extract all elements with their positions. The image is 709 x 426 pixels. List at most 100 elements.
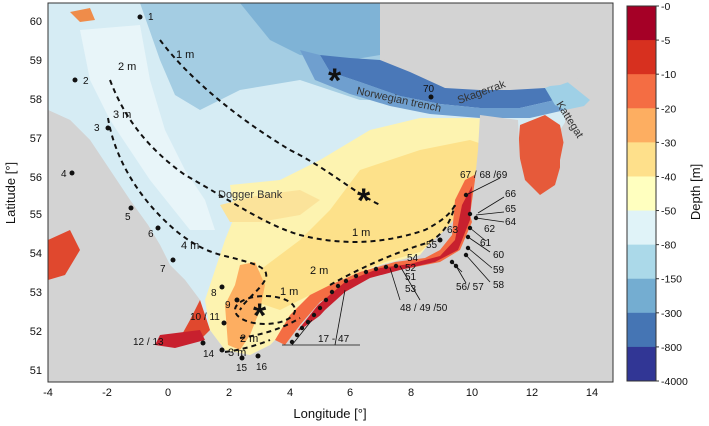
y-tick-label: 59	[30, 55, 42, 67]
station-label: 3	[94, 123, 100, 134]
station-marker	[323, 297, 329, 303]
colorbar-tick-label: -150	[661, 274, 682, 286]
colorbar-tick-label: -30	[661, 137, 676, 149]
x-tick-label: 4	[287, 387, 293, 399]
uk-coast-red	[180, 300, 210, 340]
station-marker	[463, 252, 469, 258]
station-marker	[428, 94, 434, 100]
station-marker	[72, 77, 78, 83]
station-marker	[465, 245, 471, 251]
amphidromic-points: * * *	[253, 62, 371, 335]
x-axis-label: Longitude [°]	[293, 406, 366, 421]
station-marker	[221, 320, 227, 326]
station-marker	[128, 205, 134, 211]
station-marker	[465, 234, 471, 240]
station-marker	[294, 332, 300, 338]
x-tick-label: 0	[165, 387, 171, 399]
colorbar-tick-label: -300	[661, 308, 682, 320]
colorbar-frame	[626, 5, 657, 382]
label-dogger-bank: Dogger Bank	[218, 189, 283, 201]
station-marker	[437, 237, 443, 243]
colorbar-tick-label: -40	[661, 171, 676, 183]
y-tick-label: 58	[30, 94, 42, 106]
station-marker	[105, 125, 111, 131]
contour-1m-north	[159, 39, 381, 206]
colorbar-segment	[627, 346, 656, 382]
colorbar-segment	[627, 312, 656, 348]
colorbar-segment	[627, 278, 656, 314]
y-axis: 60 59 58 57 56 55 54 53 52 51	[30, 16, 42, 377]
station-label: 17 - 47	[318, 334, 350, 345]
sea-shallow-west	[80, 25, 215, 230]
colorbar-tick-label: -0	[661, 1, 670, 13]
colorbar-segment	[627, 108, 656, 143]
colorbar-segment	[627, 210, 656, 246]
colorbar-tick-label: -50	[661, 206, 676, 218]
station-label: 48 / 49 /50	[400, 303, 448, 314]
station-marker	[449, 259, 455, 265]
colorbar-segment	[627, 40, 656, 75]
amplitude-contours	[107, 39, 456, 353]
station-marker	[363, 269, 369, 275]
amphidrome-norway-icon: *	[328, 62, 342, 100]
station-label: 53	[405, 284, 417, 295]
denmark-land	[470, 115, 520, 250]
station-marker	[467, 211, 473, 217]
station-label: 52	[405, 263, 417, 274]
station-label: 70	[423, 84, 435, 95]
kattegat-sea	[518, 115, 565, 195]
station-marker	[343, 278, 349, 284]
contour-3m-channel	[224, 339, 271, 353]
station-label: 61	[480, 238, 492, 249]
germany-land	[280, 190, 613, 382]
station-label: 15	[236, 363, 248, 374]
y-tick-label: 52	[30, 326, 42, 338]
station-label: 59	[493, 265, 505, 276]
amp-label: 2 m	[118, 61, 136, 73]
station-marker	[299, 325, 305, 331]
station-marker	[393, 263, 399, 269]
colorbar-tick-label: -10	[661, 69, 676, 81]
thames-estuary	[155, 330, 205, 348]
station-marker	[219, 347, 225, 353]
amphidrome-southern-icon: *	[253, 297, 267, 335]
amp-label: 2 m	[310, 265, 328, 277]
station-label: 56/ 57	[456, 282, 484, 293]
colorbar-segment	[627, 6, 656, 41]
norwegian-trench	[320, 55, 555, 108]
x-tick-label: 6	[347, 387, 353, 399]
x-tick-label: 8	[408, 387, 414, 399]
uk-land	[48, 110, 210, 350]
norwegian-trench-edge	[300, 50, 565, 118]
station-label: 60	[493, 250, 505, 261]
amp-label: 4 m	[181, 240, 199, 252]
amphidrome-central-icon: *	[357, 182, 371, 220]
colorbar-tick-label: -20	[661, 103, 676, 115]
station-label: 63	[447, 225, 459, 236]
sea-central-orange	[250, 140, 500, 310]
skagerrak-coast	[545, 80, 590, 115]
station-marker	[170, 257, 176, 263]
colorbar-segment	[627, 74, 656, 109]
contour-2m-south	[329, 204, 456, 286]
y-tick-label: 56	[30, 172, 42, 184]
colorbar-segment	[627, 176, 656, 212]
station-label: 62	[484, 224, 496, 235]
station-label: 10 / 11	[190, 312, 220, 323]
station-label: 9	[225, 300, 231, 311]
station-marker	[137, 14, 143, 20]
map-area	[48, 3, 613, 382]
station-label: 6	[148, 229, 154, 240]
station-label: 7	[160, 264, 166, 275]
station-label: 51	[405, 272, 417, 283]
station-label: 5	[125, 212, 131, 223]
station-marker	[463, 192, 469, 198]
station-cluster-17-47	[289, 263, 399, 345]
station-marker	[239, 355, 245, 361]
station-label: 65	[505, 204, 517, 215]
station-label: 4	[61, 169, 67, 180]
x-tick-label: -4	[43, 387, 53, 399]
colorbar-tick-label: -4000	[661, 376, 688, 388]
amp-label: 1 m	[352, 227, 370, 239]
